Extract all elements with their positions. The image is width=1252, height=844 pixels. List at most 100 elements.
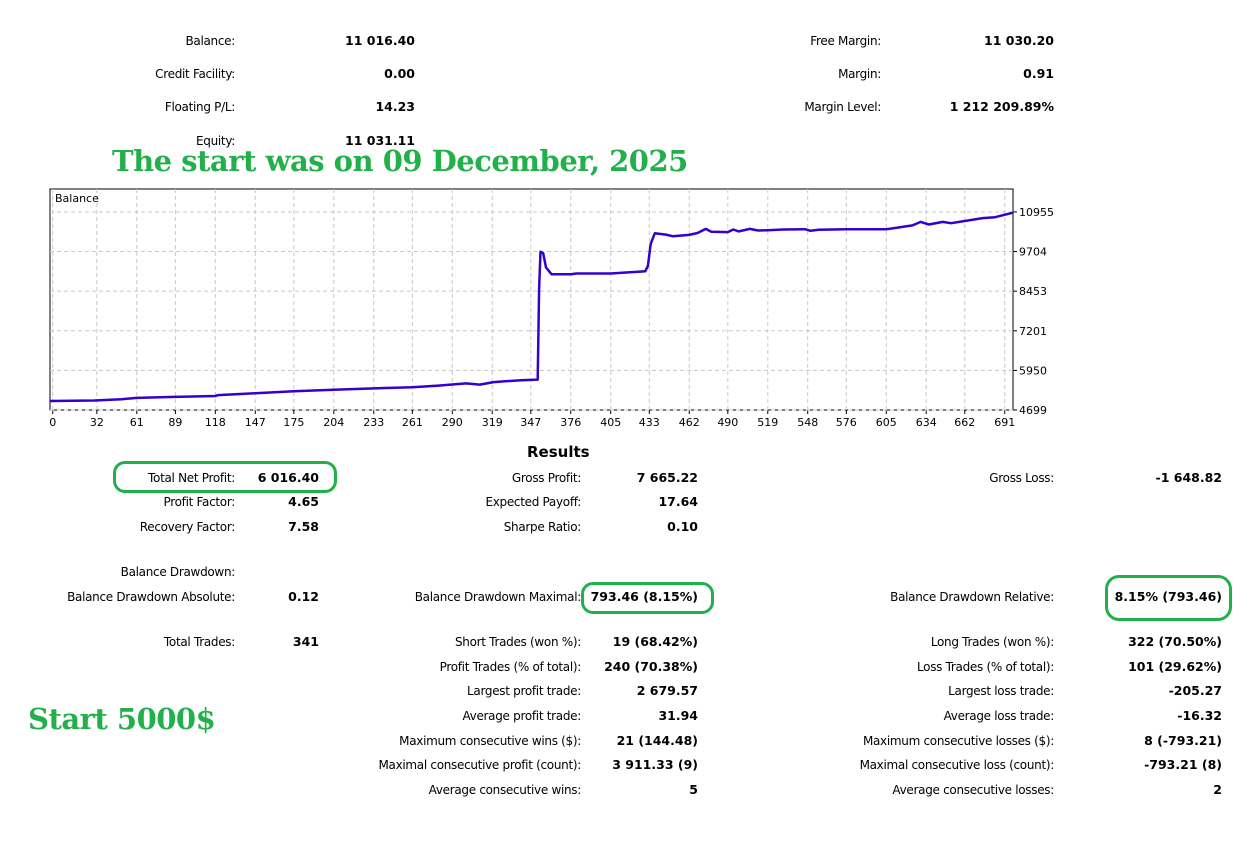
result-value: 240 (70.38%) [604, 659, 698, 674]
result-value: 4.65 [288, 494, 319, 509]
account-value: 11 030.20 [984, 33, 1054, 48]
account-label: Free Margin: [810, 34, 881, 48]
result-label: Maximum consecutive losses ($): [862, 734, 1054, 748]
plot-area [49, 188, 1014, 411]
account-value: 1 212 209.89% [949, 99, 1054, 114]
annotation-start-amount: Start 5000$ [28, 702, 216, 736]
y-tick-label: 8453 [1019, 285, 1047, 298]
result-label: Profit Factor: [163, 495, 236, 509]
result-label: Total Net Profit: [148, 471, 235, 485]
result-label: Total Trades: [163, 635, 235, 649]
x-tick-label: 376 [560, 416, 581, 429]
result-value: 21 (144.48) [616, 733, 698, 748]
x-tick-label: 519 [757, 416, 778, 429]
result-label: Maximal consecutive profit (count): [378, 758, 581, 772]
result-value: 8 (-793.21) [1144, 733, 1222, 748]
results-title: Results [527, 443, 590, 461]
x-tick-label: 405 [600, 416, 621, 429]
highlight-drawdown-maximal [581, 582, 714, 614]
x-tick-label: 233 [363, 416, 384, 429]
x-tick-label: 433 [639, 416, 660, 429]
x-tick-label: 490 [717, 416, 738, 429]
balance-chart: 0 32 61 89 118 147 175 204 233 261 290 319 347 376 405… [49, 188, 1054, 429]
x-tick-label: 89 [168, 416, 182, 429]
result-label: Maximal consecutive loss (count): [859, 758, 1055, 772]
result-label: Average profit trade: [462, 709, 581, 723]
x-tick-label: 691 [994, 416, 1015, 429]
annotation-start-date: The start was on 09 December, 2025 [112, 144, 688, 178]
result-label: Maximum consecutive wins ($): [399, 734, 581, 748]
result-value: 341 [292, 634, 319, 649]
result-label: Short Trades (won %): [454, 635, 581, 649]
result-label: Balance Drawdown: [120, 565, 236, 579]
result-value: 0.12 [288, 589, 319, 604]
result-label: Long Trades (won %): [930, 635, 1054, 649]
highlight-net-profit [113, 461, 337, 493]
result-value: 5 [689, 782, 698, 797]
result-value: -793.21 (8) [1144, 757, 1222, 772]
x-tick-label: 576 [836, 416, 857, 429]
account-label: Floating P/L: [164, 100, 235, 114]
highlight-drawdown-relative [1105, 575, 1232, 621]
account-value: 0.91 [1023, 66, 1054, 81]
account-value: 14.23 [375, 99, 415, 114]
x-tick-label: 118 [205, 416, 226, 429]
account-value: 0.00 [384, 66, 415, 81]
result-value: 793.46 (8.15%) [590, 589, 698, 604]
x-tick-label: 605 [876, 416, 897, 429]
result-label: Largest loss trade: [948, 684, 1054, 698]
x-tick-label: 548 [797, 416, 818, 429]
result-label: Expected Payoff: [485, 495, 581, 509]
account-value: 11 016.40 [345, 33, 415, 48]
result-label: Recovery Factor: [139, 520, 236, 534]
y-tick-label: 9704 [1019, 246, 1047, 259]
result-label: Balance Drawdown Absolute: [67, 590, 235, 604]
result-label: Gross Profit: [511, 471, 581, 485]
x-tick-label: 261 [402, 416, 423, 429]
result-label: Largest profit trade: [467, 684, 581, 698]
result-value: 322 (70.50%) [1128, 634, 1222, 649]
x-tick-label: 347 [520, 416, 541, 429]
account-label: Balance: [185, 34, 235, 48]
result-label: Loss Trades (% of total): [917, 660, 1054, 674]
result-label: Average loss trade: [943, 709, 1055, 723]
x-tick-label: 462 [679, 416, 700, 429]
x-tick-label: 61 [130, 416, 144, 429]
balance-line [49, 211, 1014, 403]
account-label: Margin: [838, 67, 881, 81]
result-value: 2 679.57 [636, 683, 698, 698]
y-tick-label: 4699 [1019, 404, 1047, 417]
account-label: Margin Level: [804, 100, 881, 114]
x-tick-label: 662 [954, 416, 975, 429]
chart-title: Balance [55, 192, 99, 205]
y-tick-label: 10955 [1019, 206, 1054, 219]
y-tick-label: 7201 [1019, 325, 1047, 338]
result-value: 2 [1213, 782, 1222, 797]
x-tick-label: 32 [90, 416, 104, 429]
result-value: 7 665.22 [636, 470, 698, 485]
result-value: 8.15% (793.46) [1114, 589, 1222, 604]
result-value: -1 648.82 [1155, 470, 1222, 485]
result-value: 31.94 [658, 708, 698, 723]
x-tick-label: 319 [482, 416, 503, 429]
result-label: Average consecutive losses: [892, 783, 1054, 797]
x-tick-label: 204 [323, 416, 344, 429]
result-value: 3 911.33 (9) [612, 757, 698, 772]
result-value: 19 (68.42%) [612, 634, 698, 649]
result-label: Balance Drawdown Maximal: [414, 590, 582, 604]
y-tick-label: 5950 [1019, 364, 1047, 377]
x-tick-label: 290 [442, 416, 463, 429]
x-tick-label: 634 [916, 416, 937, 429]
result-value: 6 016.40 [257, 470, 319, 485]
result-value: 101 (29.62%) [1128, 659, 1222, 674]
result-value: -205.27 [1168, 683, 1222, 698]
x-tick-label: 175 [283, 416, 304, 429]
result-label: Gross Loss: [989, 471, 1054, 485]
account-label: Equity: [195, 134, 235, 148]
result-label: Average consecutive wins: [428, 783, 582, 797]
x-tick-label: 0 [49, 416, 56, 429]
result-value: 7.58 [288, 519, 319, 534]
result-label: Balance Drawdown Relative: [890, 590, 1054, 604]
result-label: Profit Trades (% of total): [439, 660, 582, 674]
account-value: 11 031.11 [345, 133, 415, 148]
